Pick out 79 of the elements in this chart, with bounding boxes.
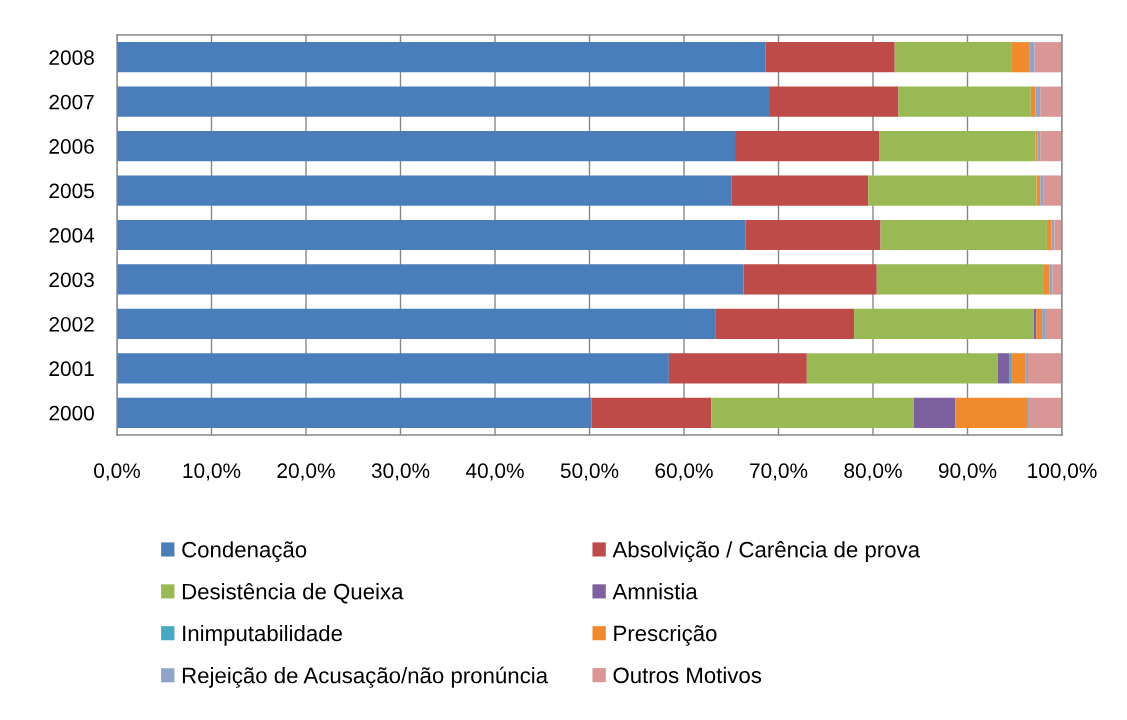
x-tick-label: 20,0%: [277, 463, 335, 481]
y-tick-label: 2000: [49, 405, 94, 421]
bar: [1036, 175, 1041, 206]
bar: [765, 42, 895, 73]
bar: [1042, 308, 1045, 339]
bar: [1029, 397, 1062, 428]
bar: [117, 131, 736, 162]
bar: [117, 308, 716, 339]
bar: [715, 308, 855, 339]
bar: [1030, 86, 1036, 117]
bar: [879, 131, 1036, 162]
bar: [894, 42, 1012, 73]
bar: [117, 353, 669, 384]
legend-label: Rejeição de Acusação/não pronúncia: [182, 666, 549, 688]
legend-label: Absolvição / Carência de prova: [612, 541, 921, 562]
x-tick-label: 100,0%: [1028, 463, 1097, 481]
bar: [876, 264, 1044, 295]
bar: [913, 397, 956, 428]
bar: [117, 264, 744, 295]
bar: [1040, 175, 1044, 206]
y-tick-label: 2002: [49, 316, 94, 332]
x-tick-label: 80,0%: [844, 463, 902, 481]
bar: [1025, 353, 1028, 384]
x-tick-label: 90,0%: [938, 463, 997, 481]
bar: [1036, 308, 1043, 339]
bar: [880, 219, 1047, 251]
y-tick-label: 2005: [49, 183, 94, 199]
x-tick-label: 50,0%: [560, 463, 619, 481]
x-tick-label: 60,0%: [655, 463, 713, 481]
bar: [1029, 42, 1035, 73]
y-tick-label: 2001: [49, 361, 94, 377]
bar: [1040, 86, 1062, 117]
bar: [1040, 131, 1062, 162]
bar: [1027, 397, 1030, 428]
legend-label: Inimputabilidade: [183, 624, 342, 646]
x-tick-label: 70,0%: [750, 463, 808, 481]
bar: [117, 397, 592, 428]
bar: [868, 175, 1037, 206]
bar: [1054, 219, 1062, 251]
bar: [731, 175, 869, 206]
x-tick-label: 10,0%: [183, 463, 241, 481]
legend-label: Desistência de Queixa: [182, 583, 404, 604]
legend-label: Amnistia: [612, 583, 698, 600]
bar: [898, 86, 1031, 117]
y-tick-label: 2004: [49, 228, 95, 243]
y-tick-label: 2006: [49, 139, 94, 154]
bar: [1010, 353, 1026, 384]
bar: [117, 42, 766, 73]
bar: [1049, 264, 1053, 295]
x-tick-label: 0,0%: [94, 463, 140, 481]
bar: [1027, 353, 1062, 384]
x-tick-label: 30,0%: [371, 463, 430, 481]
bar: [117, 175, 732, 206]
bar: [955, 397, 1028, 428]
bar: [1034, 42, 1062, 73]
legend-label: Outros Motivos: [613, 666, 762, 684]
bar: [711, 397, 914, 428]
bar: [117, 86, 770, 117]
bar: [745, 219, 881, 251]
bar: [1046, 219, 1052, 251]
bar: [735, 131, 880, 162]
bar: [769, 86, 899, 117]
y-tick-label: 2003: [49, 272, 94, 288]
bar: [806, 353, 998, 384]
bar: [743, 264, 877, 295]
bar: [591, 397, 712, 428]
legend-label: Prescrição: [614, 624, 717, 646]
bar: [997, 353, 1010, 384]
bar: [1043, 175, 1062, 206]
bar: [1044, 308, 1062, 339]
bar: [1011, 42, 1030, 73]
y-tick-label: 2007: [49, 94, 94, 110]
legend-label: Condenação: [182, 541, 307, 562]
y-tick-label: 2008: [49, 50, 94, 65]
bar: [668, 353, 807, 384]
x-tick-label: 40,0%: [465, 463, 524, 481]
bar: [1043, 264, 1050, 295]
bar: [854, 308, 1034, 339]
bar: [117, 219, 746, 251]
